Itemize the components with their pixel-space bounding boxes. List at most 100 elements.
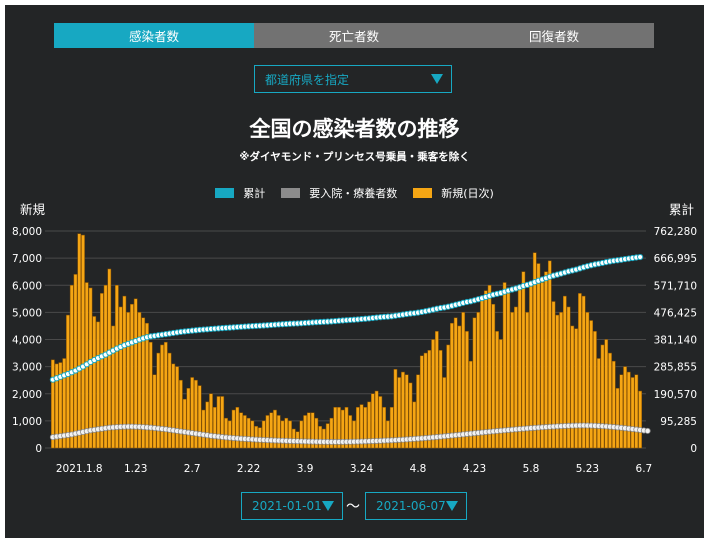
bar-new-daily[interactable] xyxy=(404,374,409,449)
bar-new-daily[interactable] xyxy=(344,407,349,449)
bar-new-daily[interactable] xyxy=(416,374,420,449)
point-hospitalized[interactable] xyxy=(644,427,651,434)
bar-new-daily[interactable] xyxy=(630,377,635,449)
bar-new-daily[interactable] xyxy=(604,339,609,449)
bar-new-daily[interactable] xyxy=(623,366,627,449)
bar-new-daily[interactable] xyxy=(547,260,552,449)
bar-new-daily[interactable] xyxy=(589,320,594,449)
bar-new-daily[interactable] xyxy=(431,339,435,449)
bar-new-daily[interactable] xyxy=(250,420,255,449)
bar-new-daily[interactable] xyxy=(340,409,345,449)
bar-new-daily[interactable] xyxy=(529,282,533,449)
point-cumulative[interactable] xyxy=(637,253,644,261)
bar-new-daily[interactable] xyxy=(243,415,247,449)
bar-new-daily[interactable] xyxy=(62,358,67,449)
bar-new-daily[interactable] xyxy=(337,407,341,449)
bar-new-daily[interactable] xyxy=(386,420,390,449)
bar-new-daily[interactable] xyxy=(581,295,586,449)
bar-new-daily[interactable] xyxy=(77,233,82,449)
bar-new-daily[interactable] xyxy=(371,393,375,449)
bar-new-daily[interactable] xyxy=(201,409,206,449)
bar-new-daily[interactable] xyxy=(265,415,270,449)
bar-new-daily[interactable] xyxy=(419,355,424,449)
bar-new-daily[interactable] xyxy=(348,415,353,449)
bar-new-daily[interactable] xyxy=(288,420,292,449)
bar-new-daily[interactable] xyxy=(186,388,191,449)
bar-new-daily[interactable] xyxy=(73,274,78,449)
bar-new-daily[interactable] xyxy=(363,407,368,449)
bar-new-daily[interactable] xyxy=(562,295,567,449)
bar-new-daily[interactable] xyxy=(566,306,571,449)
bar-new-daily[interactable] xyxy=(126,312,131,449)
bar-new-daily[interactable] xyxy=(299,420,304,449)
bar-new-daily[interactable] xyxy=(574,328,578,449)
bar-new-daily[interactable] xyxy=(182,398,187,449)
bar-new-daily[interactable] xyxy=(393,369,398,449)
end-date-select[interactable]: 2021-06-07 xyxy=(365,492,467,520)
bar-new-daily[interactable] xyxy=(442,377,447,449)
bar-new-daily[interactable] xyxy=(532,252,537,449)
bar-new-daily[interactable] xyxy=(88,287,93,449)
bar-new-daily[interactable] xyxy=(92,316,97,449)
bar-new-daily[interactable] xyxy=(276,415,281,449)
bar-new-daily[interactable] xyxy=(600,344,605,449)
bar-new-daily[interactable] xyxy=(269,412,274,449)
bar-new-daily[interactable] xyxy=(246,417,251,449)
legend-item-new-daily[interactable]: 新規(日次) xyxy=(413,185,494,201)
bar-new-daily[interactable] xyxy=(491,303,496,449)
bar-new-daily[interactable] xyxy=(179,379,183,449)
bar-new-daily[interactable] xyxy=(175,366,179,449)
bar-new-daily[interactable] xyxy=(626,371,631,449)
bar-new-daily[interactable] xyxy=(551,301,556,449)
bar-new-daily[interactable] xyxy=(352,420,356,449)
bar-new-daily[interactable] xyxy=(197,385,202,449)
bar-new-daily[interactable] xyxy=(224,417,228,449)
bar-new-daily[interactable] xyxy=(167,352,172,449)
bar-new-daily[interactable] xyxy=(310,412,315,449)
bar-new-daily[interactable] xyxy=(514,306,518,449)
bar-new-daily[interactable] xyxy=(476,312,481,449)
bar-new-daily[interactable] xyxy=(99,293,104,449)
bar-new-daily[interactable] xyxy=(152,374,157,449)
bar-new-daily[interactable] xyxy=(578,293,582,449)
bar-new-daily[interactable] xyxy=(239,412,243,449)
bar-new-daily[interactable] xyxy=(382,407,386,449)
bar-new-daily[interactable] xyxy=(608,352,612,449)
legend-item-cumulative[interactable]: 累計 xyxy=(215,185,265,201)
tab-deaths[interactable]: 死亡者数 xyxy=(254,23,454,48)
bar-new-daily[interactable] xyxy=(408,382,413,449)
bar-new-daily[interactable] xyxy=(506,287,511,449)
bar-new-daily[interactable] xyxy=(58,362,63,449)
bar-new-daily[interactable] xyxy=(374,390,379,449)
bar-new-daily[interactable] xyxy=(446,344,450,449)
bar-new-daily[interactable] xyxy=(359,404,364,449)
bar-new-daily[interactable] xyxy=(231,409,236,449)
start-date-select[interactable]: 2021-01-01 xyxy=(241,492,343,520)
bar-new-daily[interactable] xyxy=(227,420,232,449)
bar-new-daily[interactable] xyxy=(555,314,560,449)
bar-new-daily[interactable] xyxy=(118,306,123,449)
bar-new-daily[interactable] xyxy=(160,344,164,449)
bar-new-daily[interactable] xyxy=(137,312,142,449)
bar-new-daily[interactable] xyxy=(525,312,530,449)
bar-new-daily[interactable] xyxy=(510,312,514,449)
bar-new-daily[interactable] xyxy=(483,290,488,449)
bar-new-daily[interactable] xyxy=(163,341,168,449)
bar-new-daily[interactable] xyxy=(194,379,198,449)
bar-new-daily[interactable] xyxy=(122,295,127,449)
bar-new-daily[interactable] xyxy=(596,358,601,449)
bar-new-daily[interactable] xyxy=(619,374,624,449)
bar-new-daily[interactable] xyxy=(638,390,642,449)
bar-new-daily[interactable] xyxy=(435,331,439,449)
bar-new-daily[interactable] xyxy=(389,407,394,449)
bar-new-daily[interactable] xyxy=(171,363,176,449)
bar-new-daily[interactable] xyxy=(585,312,590,449)
bar-new-daily[interactable] xyxy=(148,341,153,449)
bar-new-daily[interactable] xyxy=(412,401,417,449)
bar-new-daily[interactable] xyxy=(107,268,112,449)
bar-new-daily[interactable] xyxy=(69,285,74,449)
bar-new-daily[interactable] xyxy=(216,396,221,449)
bar-new-daily[interactable] xyxy=(438,350,443,449)
bar-new-daily[interactable] xyxy=(205,401,210,449)
bar-new-daily[interactable] xyxy=(397,377,402,449)
